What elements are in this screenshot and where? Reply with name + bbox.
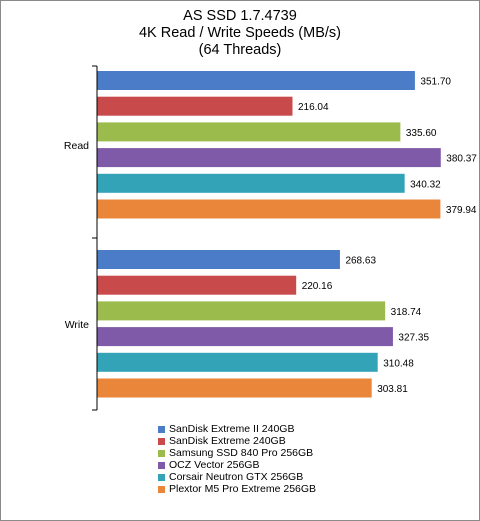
legend-label: Plextor M5 Pro Extreme 256GB [169, 483, 317, 495]
legend-item: OCZ Vector 256GB [158, 459, 316, 471]
legend-swatch [158, 485, 165, 493]
bar [97, 199, 441, 219]
data-label: 379.94 [446, 205, 477, 216]
legend-item: Corsair Neutron GTX 256GB [158, 471, 316, 483]
data-label: 310.48 [383, 358, 414, 369]
bar [97, 275, 297, 295]
legend-label: SanDisk Extreme II 240GB [169, 423, 295, 435]
bar [97, 122, 401, 142]
bar [97, 71, 415, 90]
legend-label: OCZ Vector 256GB [169, 459, 260, 471]
category-label: Write [65, 319, 89, 331]
legend-item: SanDisk Extreme II 240GB [158, 423, 316, 435]
legend-label: Samsung SSD 840 Pro 256GB [169, 447, 314, 459]
category-label: Read [64, 140, 89, 152]
legend-swatch [158, 437, 165, 445]
data-label: 327.35 [398, 333, 429, 344]
bar [97, 378, 372, 398]
chart-title: AS SSD 1.7.4739 [183, 8, 297, 24]
chart-title-block: AS SSD 1.7.4739 4K Read / Write Speeds (… [0, 8, 480, 59]
data-label: 220.16 [302, 281, 333, 292]
legend-swatch [158, 449, 165, 457]
legend-swatch [158, 473, 165, 481]
legend-label: SanDisk Extreme 240GB [169, 435, 286, 447]
chart-subtitle-line-2: (64 Threads) [198, 42, 282, 58]
data-label: 318.74 [391, 307, 422, 318]
legend-label: Corsair Neutron GTX 256GB [169, 471, 304, 483]
legend-swatch [158, 425, 165, 433]
legend: SanDisk Extreme II 240GB SanDisk Extreme … [158, 423, 316, 495]
legend-swatch [158, 461, 165, 469]
bar [97, 352, 378, 372]
data-label: 340.32 [410, 179, 441, 190]
bar [97, 327, 393, 347]
data-label: 335.60 [406, 128, 437, 139]
bar [97, 96, 293, 116]
data-label: 351.70 [420, 77, 451, 88]
bar [97, 173, 405, 193]
data-label: 303.81 [377, 384, 408, 395]
data-label: 268.63 [345, 256, 376, 267]
chart-subtitle-line-1: 4K Read / Write Speeds (MB/s) [138, 25, 341, 41]
legend-item: SanDisk Extreme 240GB [158, 435, 316, 447]
data-label: 380.37 [446, 154, 477, 165]
legend-item: Plextor M5 Pro Extreme 256GB [158, 483, 316, 495]
bar [97, 250, 340, 269]
data-label: 216.04 [298, 102, 329, 113]
legend-item: Samsung SSD 840 Pro 256GB [158, 447, 316, 459]
bar [97, 148, 441, 168]
bar [97, 301, 386, 321]
